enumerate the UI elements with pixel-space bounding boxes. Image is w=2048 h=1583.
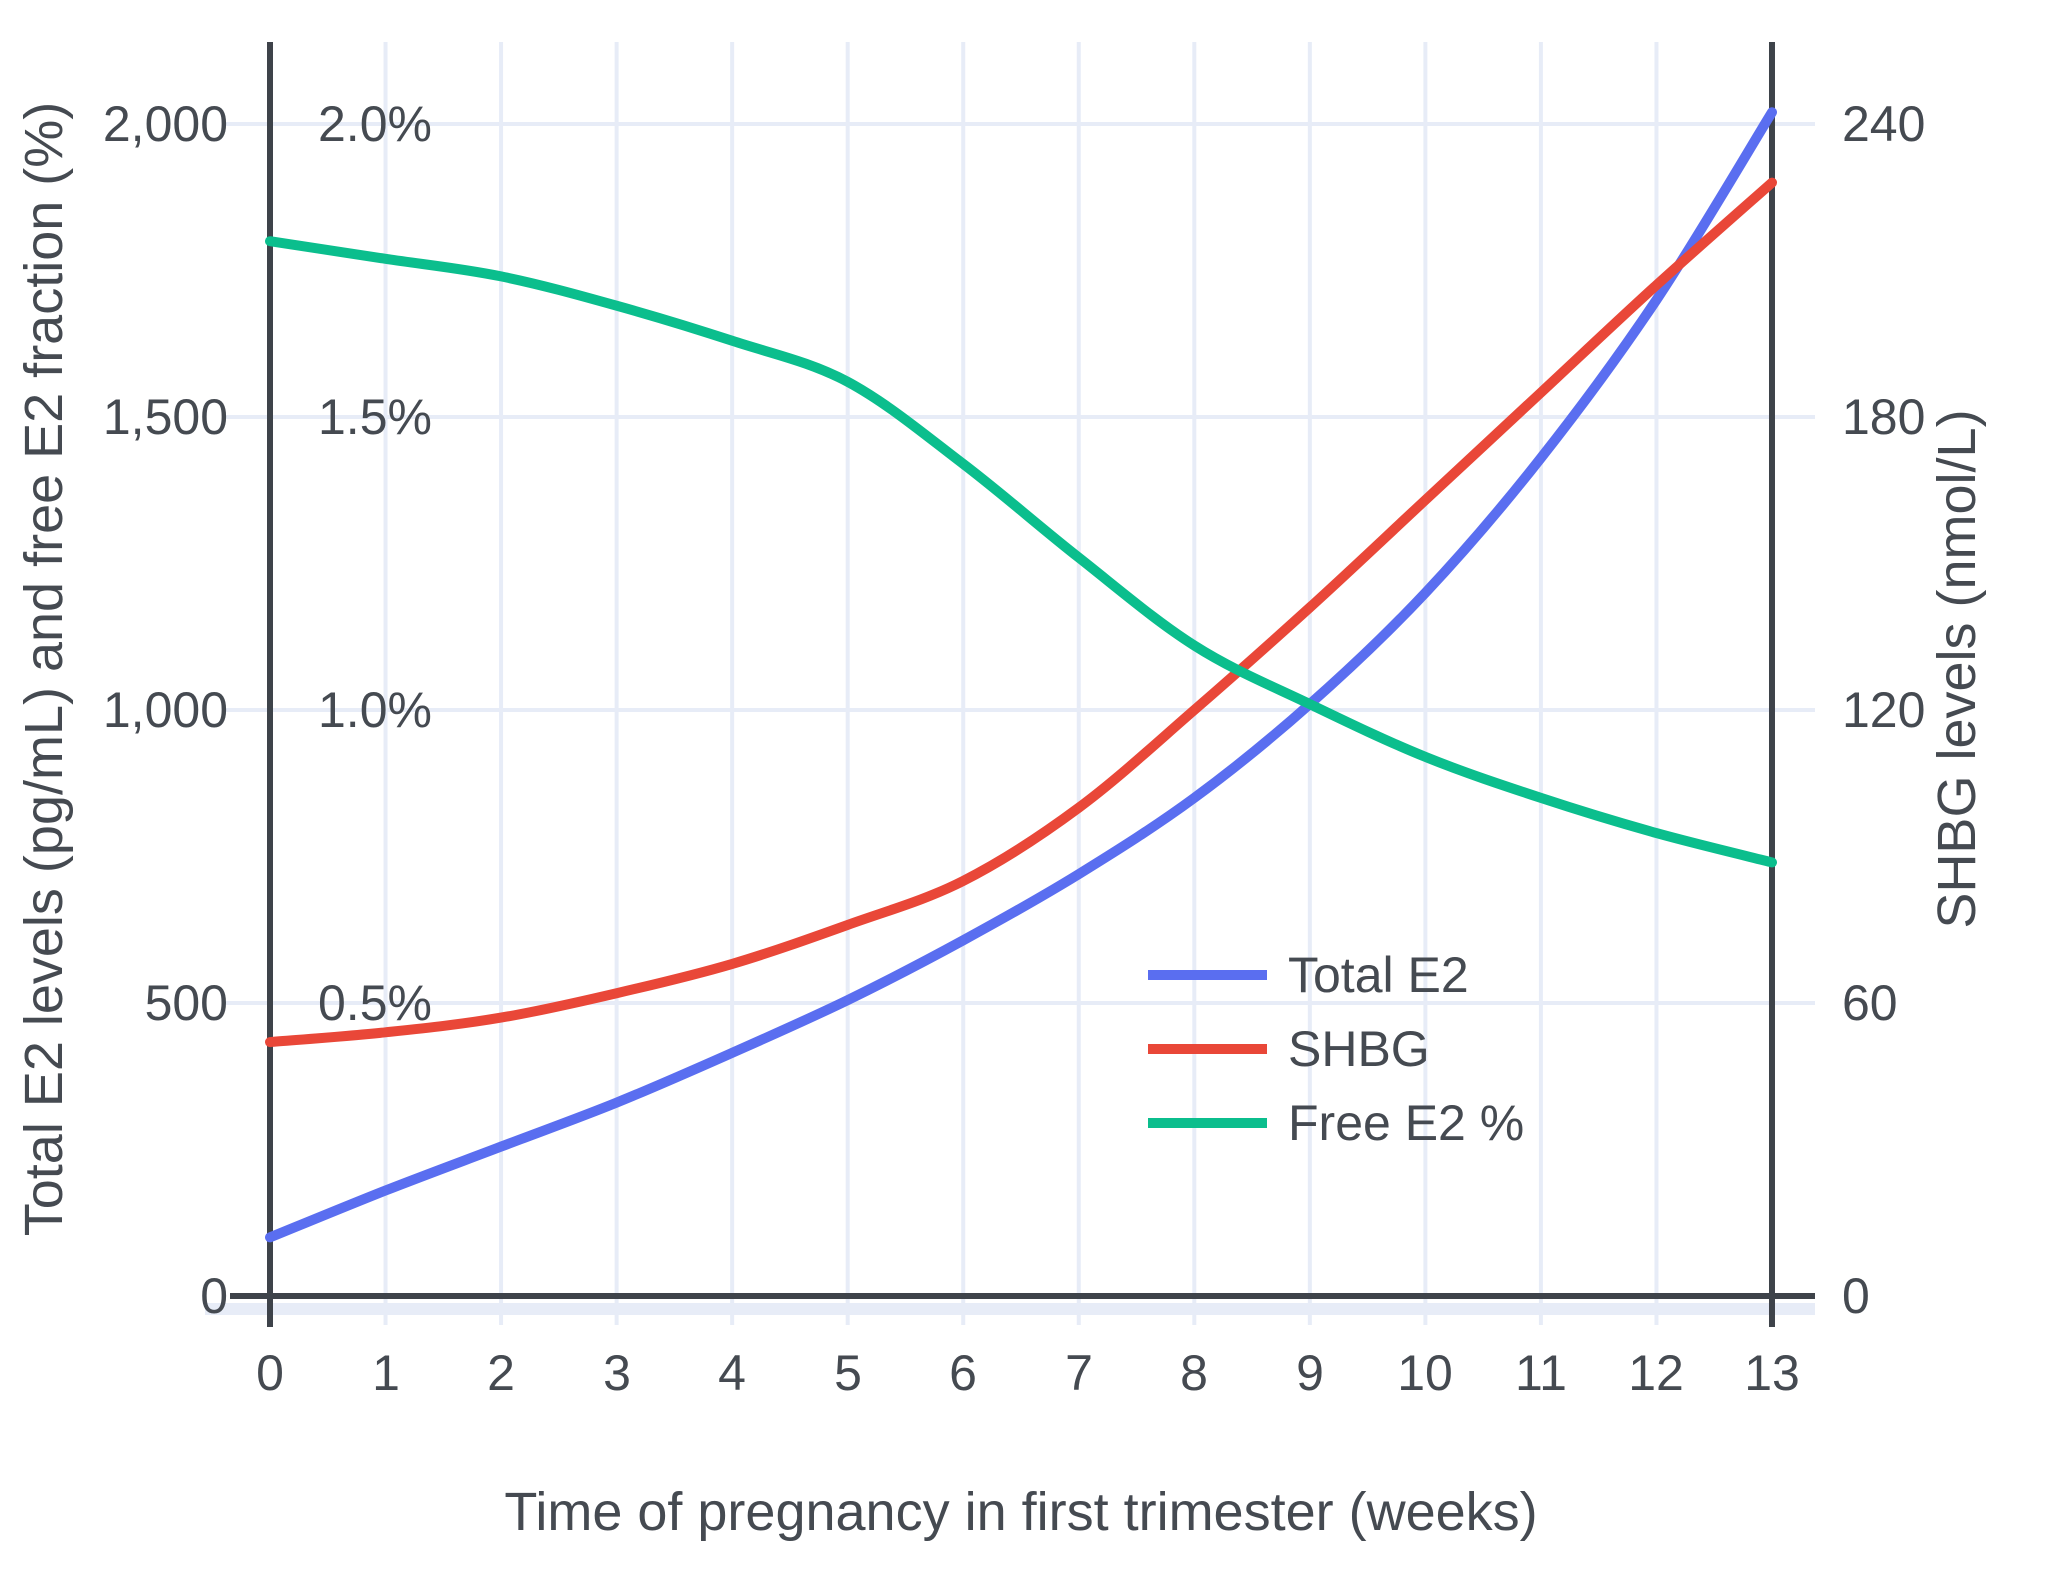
x-axis-tick-labels: 0 1 2 3 4 5 6 7 8 9 10 11 12 13 [256, 1345, 1800, 1401]
legend-label-free-e2: Free E2 % [1288, 1095, 1524, 1151]
legend: Total E2 SHBG Free E2 % [1148, 947, 1524, 1151]
y-axis-left-tick-labels: 0 500 1,000 1,500 2,000 [103, 96, 228, 1324]
legend-item-free-e2[interactable]: Free E2 % [1148, 1095, 1524, 1151]
x-tick-6: 6 [949, 1345, 977, 1401]
y-left-tick-1500: 1,500 [103, 389, 228, 445]
y-left-tick-1000: 1,000 [103, 682, 228, 738]
legend-item-shbg[interactable]: SHBG [1148, 1021, 1430, 1077]
legend-label-shbg: SHBG [1288, 1021, 1430, 1077]
y-pct-tick-15: 1.5% [318, 389, 432, 445]
x-tick-9: 9 [1296, 1345, 1324, 1401]
y-left-tick-500: 500 [145, 975, 228, 1031]
axes [230, 42, 1815, 1327]
y-right-tick-240: 240 [1842, 96, 1925, 152]
y-left-tick-2000: 2,000 [103, 96, 228, 152]
x-tick-11: 11 [1515, 1345, 1567, 1401]
x-tick-7: 7 [1065, 1345, 1093, 1401]
x-tick-5: 5 [834, 1345, 862, 1401]
x-tick-4: 4 [718, 1345, 746, 1401]
gridlines [205, 42, 1815, 1325]
y-right-tick-180: 180 [1842, 389, 1925, 445]
y-right-tick-0: 0 [1842, 1268, 1870, 1324]
x-tick-12: 12 [1628, 1345, 1684, 1401]
y-right-tick-60: 60 [1842, 975, 1898, 1031]
curve-shbg [265, 177, 1777, 1048]
x-tick-3: 3 [603, 1345, 631, 1401]
x-axis-title: Time of pregnancy in first trimester (we… [504, 1482, 1537, 1542]
y-axis-right-title: SHBG levels (nmol/L) [1927, 409, 1987, 928]
y-left-tick-0: 0 [200, 1268, 228, 1324]
y-pct-tick-10: 1.0% [318, 682, 432, 738]
x-tick-10: 10 [1397, 1345, 1453, 1401]
x-tick-1: 1 [372, 1345, 400, 1401]
series-curves [265, 107, 1777, 1243]
y-pct-tick-05: 0.5% [318, 975, 432, 1031]
x-tick-8: 8 [1180, 1345, 1208, 1401]
y-axis-right-tick-labels: 0 60 120 180 240 [1842, 96, 1925, 1324]
x-tick-13: 13 [1744, 1345, 1800, 1401]
x-axis-zeroline [205, 1303, 1815, 1315]
legend-label-total-e2: Total E2 [1288, 947, 1469, 1003]
x-tick-2: 2 [487, 1345, 515, 1401]
y-axis-left-title: Total E2 levels (pg/mL) and free E2 frac… [14, 102, 74, 1237]
curve-free-e2- [265, 236, 1777, 868]
x-tick-0: 0 [256, 1345, 284, 1401]
legend-item-total-e2[interactable]: Total E2 [1148, 947, 1469, 1003]
y-pct-tick-20: 2.0% [318, 96, 432, 152]
curve-total-e2 [265, 107, 1777, 1243]
y-right-tick-120: 120 [1842, 682, 1925, 738]
y-axis-percent-tick-labels: 0.5% 1.0% 1.5% 2.0% [318, 96, 432, 1031]
